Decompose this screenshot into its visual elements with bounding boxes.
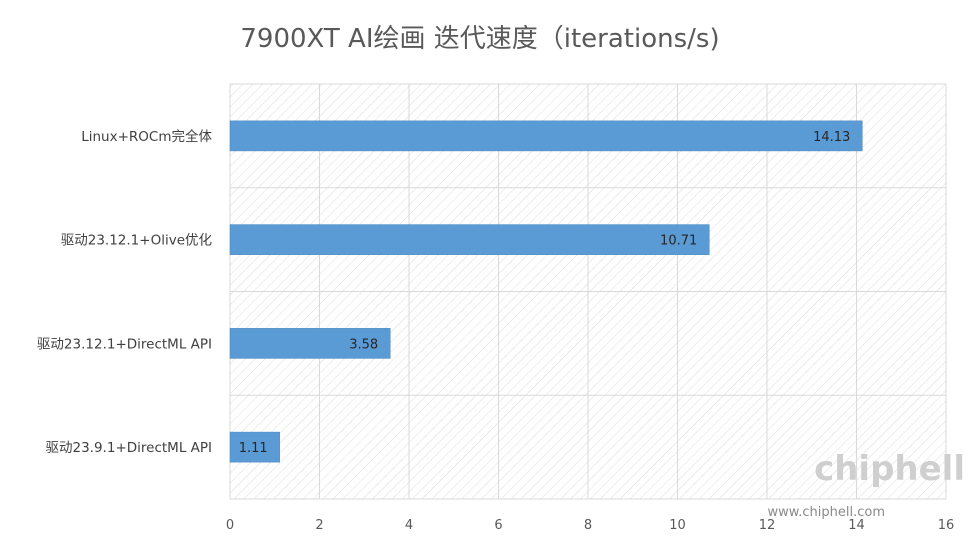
x-tick-label: 6 (494, 518, 502, 533)
bars (229, 120, 863, 463)
category-labels: Linux+ROCm完全体驱动23.12.1+Olive优化驱动23.12.1+… (37, 128, 213, 456)
watermark: chiphell www.chiphell.com (768, 449, 965, 520)
data-labels: 14.13 10.71 3.58 1.11 (239, 130, 851, 456)
bar (229, 120, 863, 152)
x-tick-label: 8 (584, 518, 592, 533)
bar (229, 431, 280, 463)
x-axis-ticks: 0 2 4 6 8 10 12 14 16 (226, 518, 954, 533)
category-label: 驱动23.9.1+DirectML API (46, 440, 213, 456)
bar-value-label: 10.71 (660, 234, 697, 249)
x-tick-label: 10 (669, 518, 686, 533)
bar (229, 224, 710, 255)
x-tick-label: 4 (405, 518, 413, 533)
x-tick-label: 2 (315, 518, 323, 533)
x-tick-label: 0 (226, 518, 234, 533)
category-label: 驱动23.12.1+Olive优化 (61, 233, 212, 249)
category-label: 驱动23.12.1+DirectML API (37, 336, 212, 352)
x-tick-label: 16 (938, 518, 955, 533)
bar (229, 328, 391, 359)
x-tick-label: 14 (848, 518, 865, 533)
grid-lines (229, 83, 947, 500)
bar-value-label: 3.58 (349, 337, 378, 352)
bar-value-label: 1.11 (239, 441, 268, 456)
category-label: Linux+ROCm完全体 (81, 128, 212, 145)
watermark-logo: chiphell (814, 449, 965, 489)
bar-value-label: 14.13 (813, 130, 850, 145)
x-tick-label: 12 (759, 518, 776, 533)
watermark-url: www.chiphell.com (768, 505, 885, 520)
chart-title: 7900XT AI绘画 迭代速度（iterations/s) (240, 24, 719, 54)
